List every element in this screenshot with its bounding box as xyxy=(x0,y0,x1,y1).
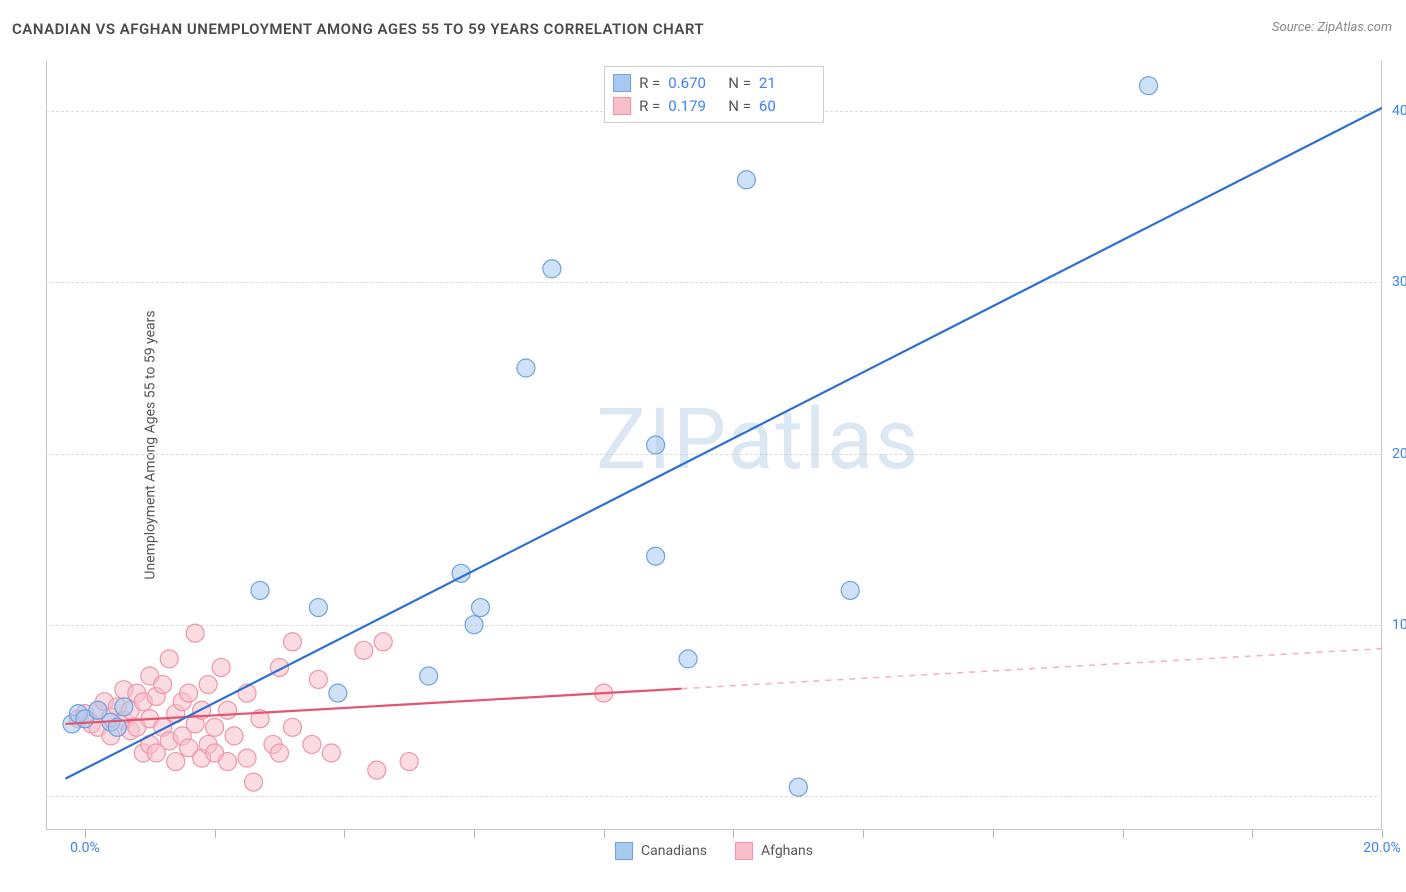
data-point xyxy=(737,171,755,189)
correlation-stats-box: R = 0.670 N = 21 R = 0.179 N = 60 xyxy=(604,66,824,123)
legend: Canadians Afghans xyxy=(615,842,813,860)
legend-swatch-canadians xyxy=(615,842,633,860)
source-name: ZipAtlas.com xyxy=(1317,20,1392,35)
trend-line-extrapolated xyxy=(682,649,1382,689)
data-point xyxy=(368,761,386,779)
y-tick-label: 10.0% xyxy=(1392,617,1406,633)
x-tick xyxy=(474,830,475,838)
y-tick-label: 30.0% xyxy=(1392,274,1406,290)
data-point xyxy=(517,359,535,377)
data-point xyxy=(420,667,438,685)
x-tick xyxy=(604,830,605,838)
data-point xyxy=(543,260,561,278)
plot-area: Unemployment Among Ages 55 to 59 years 1… xyxy=(46,60,1382,830)
data-point xyxy=(199,676,217,694)
legend-item-canadians: Canadians xyxy=(615,842,707,860)
data-point xyxy=(251,581,269,599)
x-tick xyxy=(344,830,345,838)
x-tick xyxy=(85,830,86,838)
source-attribution: Source: ZipAtlas.com xyxy=(1272,20,1392,35)
data-point xyxy=(647,436,665,454)
data-point xyxy=(1140,77,1158,95)
data-point xyxy=(647,547,665,565)
data-point xyxy=(283,633,301,651)
data-point xyxy=(238,749,256,767)
data-point xyxy=(160,650,178,668)
x-tick xyxy=(1123,830,1124,838)
x-tick-label: 20.0% xyxy=(1363,840,1401,856)
legend-swatch-afghans xyxy=(735,842,753,860)
chart-title: CANADIAN VS AFGHAN UNEMPLOYMENT AMONG AG… xyxy=(12,20,704,38)
swatch-canadians xyxy=(613,74,631,92)
legend-item-afghans: Afghans xyxy=(735,842,813,860)
legend-label-canadians: Canadians xyxy=(641,843,707,859)
r-label: R = xyxy=(639,95,660,118)
n-label: N = xyxy=(728,72,751,95)
data-point xyxy=(245,773,263,791)
x-tick xyxy=(1382,830,1383,838)
trend-line xyxy=(65,108,1382,779)
data-point xyxy=(355,641,373,659)
data-point xyxy=(154,676,172,694)
swatch-afghans xyxy=(613,97,631,115)
source-label: Source: xyxy=(1272,20,1314,35)
y-tick-label: 20.0% xyxy=(1392,446,1406,462)
data-point xyxy=(225,727,243,745)
r-label: R = xyxy=(639,72,660,95)
data-point xyxy=(283,718,301,736)
data-point xyxy=(180,684,198,702)
x-tick xyxy=(993,830,994,838)
data-point xyxy=(679,650,697,668)
n-value-afghans: 60 xyxy=(759,95,811,118)
data-point xyxy=(186,624,204,642)
data-point xyxy=(472,599,490,617)
data-point xyxy=(115,698,133,716)
data-point xyxy=(322,744,340,762)
data-point xyxy=(309,599,327,617)
data-point xyxy=(465,616,483,634)
y-tick-label: 40.0% xyxy=(1392,103,1406,119)
data-point xyxy=(841,581,859,599)
data-point xyxy=(789,778,807,796)
n-value-canadians: 21 xyxy=(759,72,811,95)
data-point xyxy=(303,735,321,753)
data-point xyxy=(167,753,185,771)
data-point xyxy=(329,684,347,702)
legend-label-afghans: Afghans xyxy=(761,843,813,859)
stats-row-afghans: R = 0.179 N = 60 xyxy=(613,95,811,118)
n-label: N = xyxy=(728,95,751,118)
data-point xyxy=(219,701,237,719)
data-point xyxy=(270,744,288,762)
r-value-canadians: 0.670 xyxy=(668,72,720,95)
data-point xyxy=(374,633,392,651)
data-point xyxy=(212,658,230,676)
r-value-afghans: 0.179 xyxy=(668,95,720,118)
data-point xyxy=(400,753,418,771)
data-point xyxy=(219,753,237,771)
x-tick xyxy=(215,830,216,838)
x-tick xyxy=(1252,830,1253,838)
x-tick xyxy=(733,830,734,838)
data-point xyxy=(206,718,224,736)
x-tick-label: 0.0% xyxy=(70,840,100,856)
stats-row-canadians: R = 0.670 N = 21 xyxy=(613,72,811,95)
x-tick xyxy=(863,830,864,838)
scatter-plot xyxy=(46,60,1382,830)
data-point xyxy=(309,670,327,688)
